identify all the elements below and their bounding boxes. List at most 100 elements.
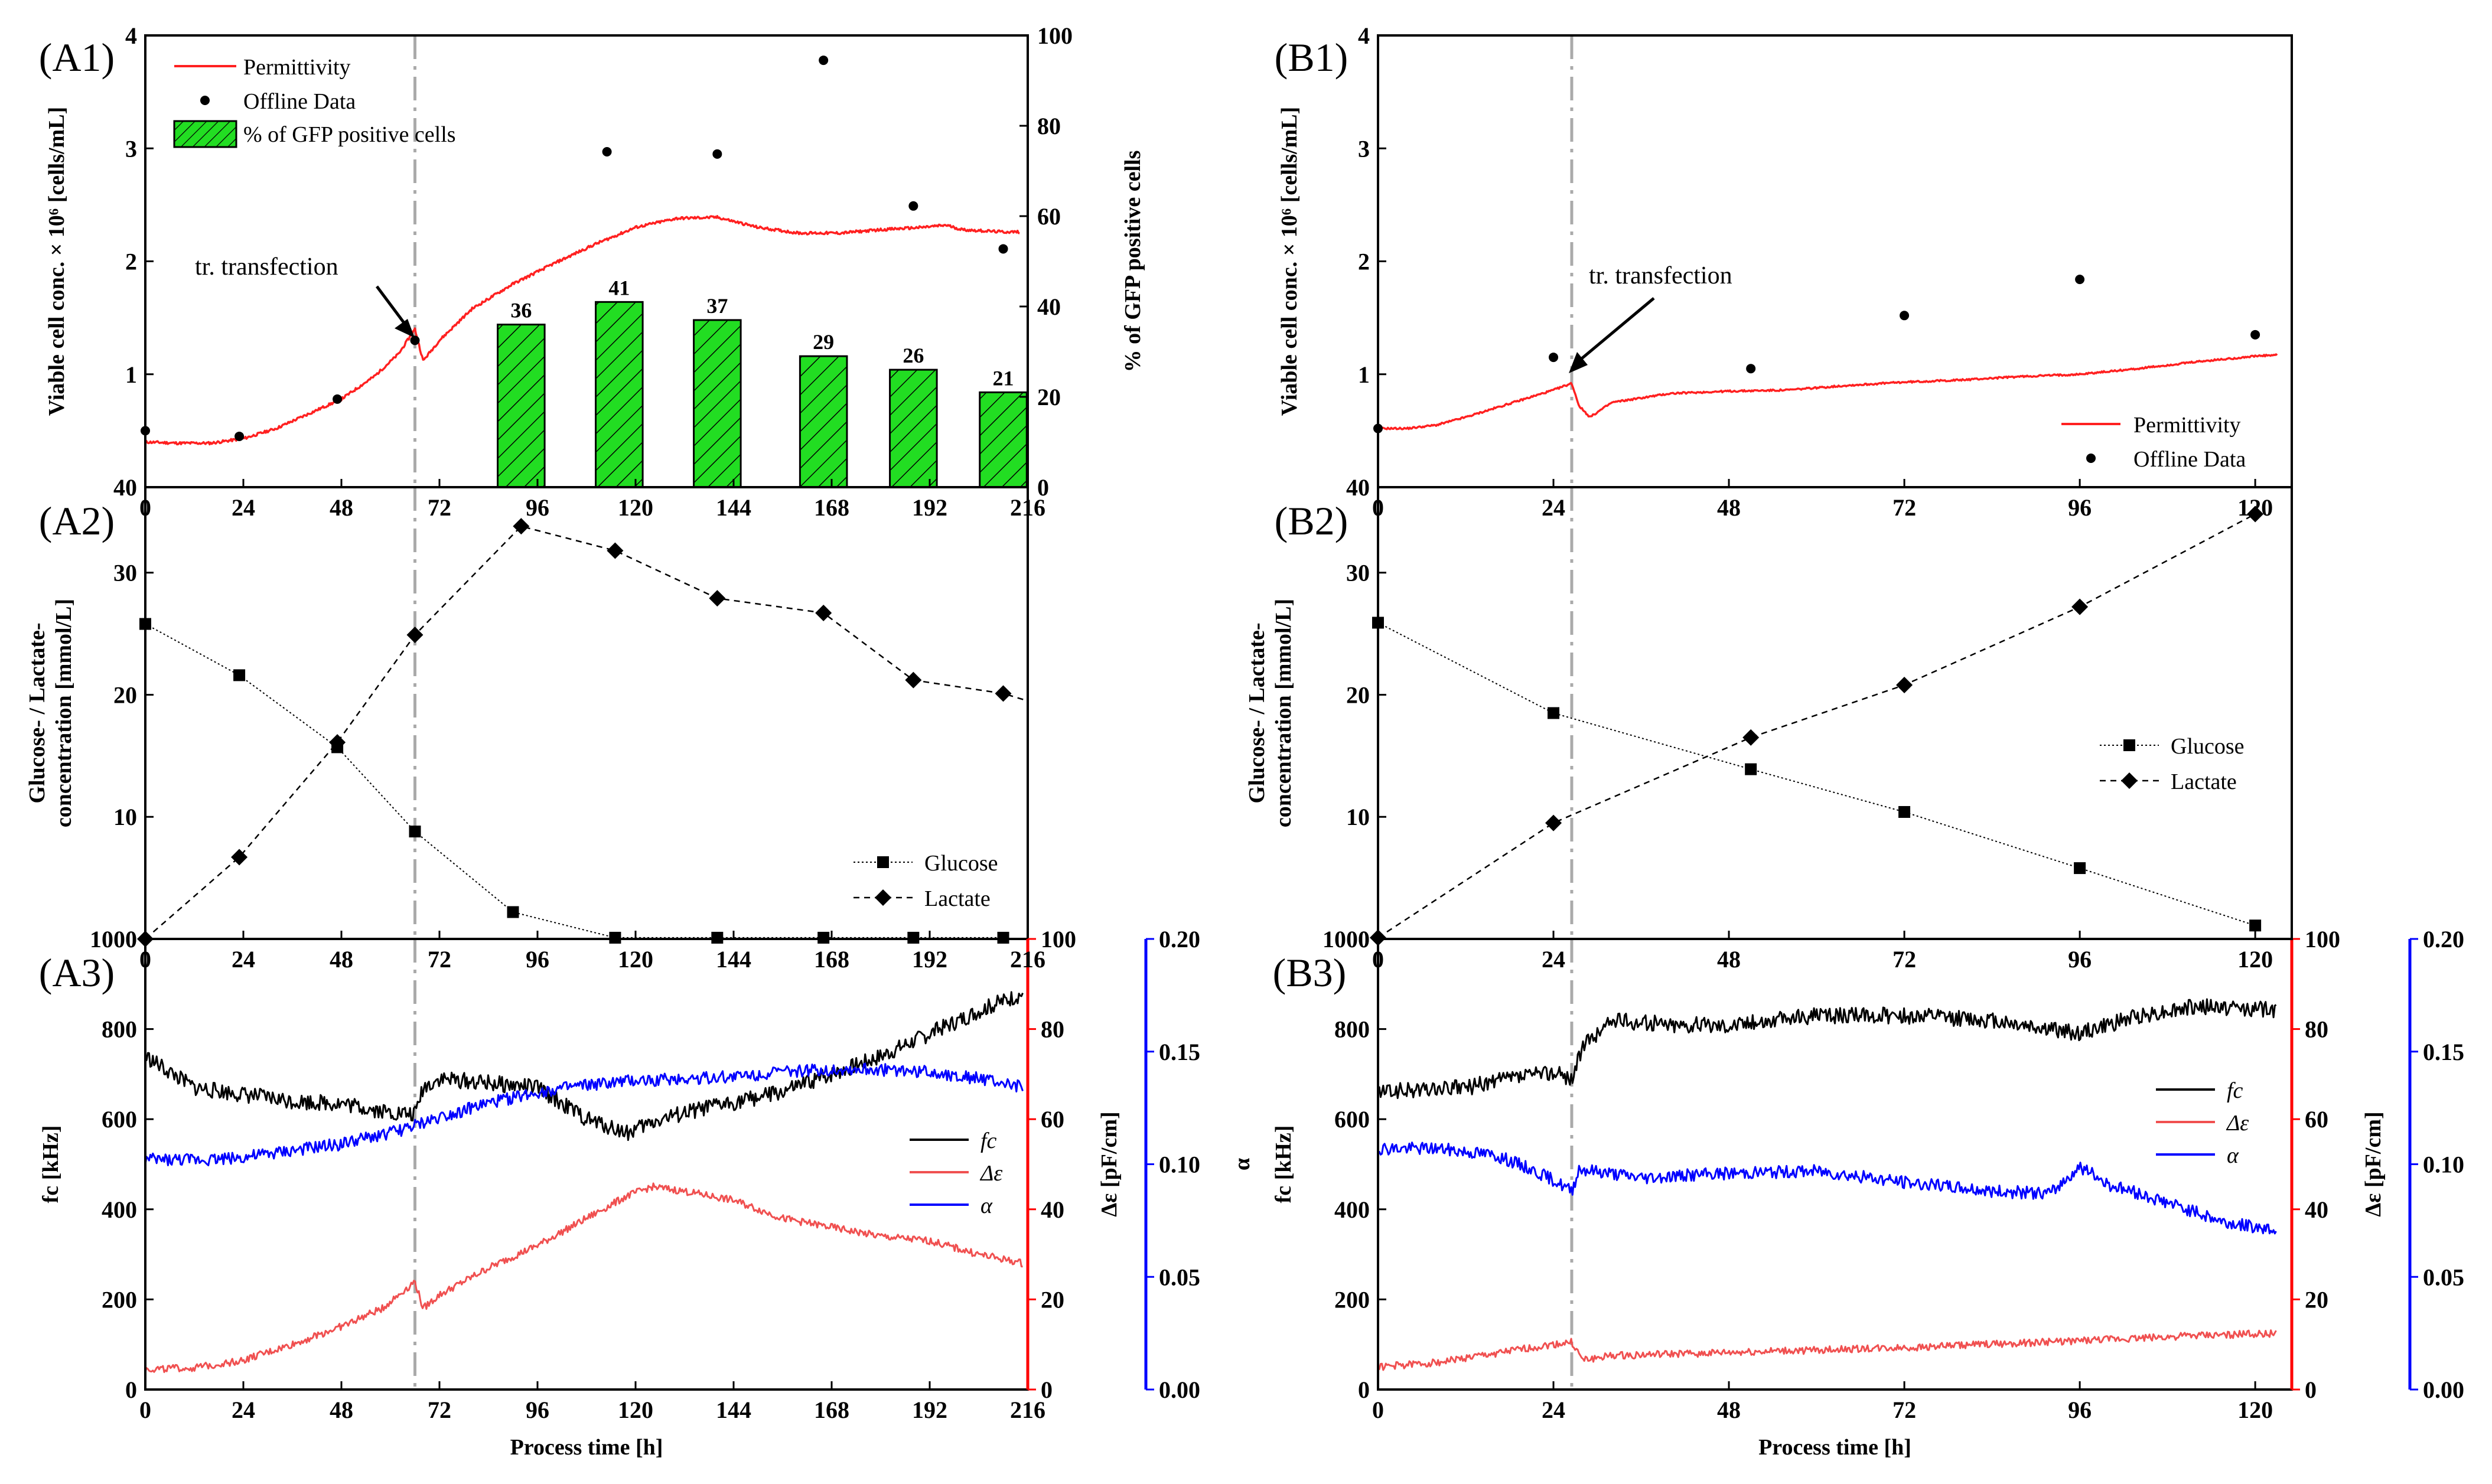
lactate-point xyxy=(2071,598,2089,615)
x-tick-label: 48 xyxy=(330,1397,353,1423)
y3-tick-label: 0.15 xyxy=(2423,1039,2464,1065)
x-tick-label: 72 xyxy=(1892,494,1916,521)
x-tick-label: 48 xyxy=(1717,1397,1741,1423)
y2-tick-label: 100 xyxy=(1037,22,1073,49)
alpha-line xyxy=(1377,1141,2277,1235)
x-tick-label: 24 xyxy=(232,946,255,973)
panel-label: (B2) xyxy=(1275,498,1348,543)
x-tick-label: 48 xyxy=(1717,494,1741,521)
y2-axis-title: Δε [pF/cm] xyxy=(1097,1111,1122,1216)
lactate-point xyxy=(406,627,424,644)
fc-line xyxy=(1377,998,2277,1100)
y2-tick-label: 80 xyxy=(2305,1016,2328,1043)
x-tick-label: 96 xyxy=(526,494,549,521)
gfp-bar-label: 41 xyxy=(608,276,630,299)
annotation-arrow-shaft xyxy=(1577,297,1655,363)
legend-lactate-label: Lactate xyxy=(924,886,991,911)
gfp-bar xyxy=(497,324,546,488)
offline-point xyxy=(410,335,420,345)
x-tick-label: 72 xyxy=(428,946,451,973)
legend-alpha-label: α xyxy=(980,1193,993,1218)
plot-frame xyxy=(1377,938,2293,1391)
x-tick-label: 96 xyxy=(526,946,549,973)
plot-frame xyxy=(1377,486,2293,940)
lactate-point xyxy=(815,604,832,621)
glucose-point xyxy=(711,931,724,944)
x-tick-label: 192 xyxy=(912,1397,947,1423)
offline-point xyxy=(998,244,1008,254)
y2-tick-label: 80 xyxy=(1037,113,1061,139)
y-tick-label: 3 xyxy=(1358,135,1370,162)
glucose-point xyxy=(907,931,920,944)
y-tick-label: 600 xyxy=(102,1106,137,1133)
y-tick-label: 0 xyxy=(1358,1377,1370,1403)
gfp-bar-label: 36 xyxy=(510,299,532,322)
lactate-point xyxy=(1545,814,1562,831)
lactate-point xyxy=(1742,729,1760,746)
y-tick-label: 3 xyxy=(125,135,137,162)
legend-gfp-label: % of GFP positive cells xyxy=(243,122,456,147)
x-tick-label: 144 xyxy=(716,494,751,521)
permittivity-line xyxy=(1377,353,2278,430)
x-tick-label: 72 xyxy=(1892,946,1916,973)
x-tick-label: 216 xyxy=(1010,494,1045,521)
glucose-point xyxy=(1548,707,1560,719)
offline-point xyxy=(234,431,245,441)
legend-fc-label: fc xyxy=(980,1129,997,1153)
y-tick-label: 20 xyxy=(1346,681,1370,708)
y-tick-label: 1000 xyxy=(90,926,137,953)
x-tick-label: 216 xyxy=(1010,1397,1045,1423)
x-tick-label: 120 xyxy=(2237,946,2273,973)
x-tick-label: 96 xyxy=(2068,1397,2092,1423)
x-tick-label: 72 xyxy=(428,1397,451,1423)
y-tick-label: 2 xyxy=(1358,249,1370,275)
y-axis-title: Viable cell conc. × 10⁶ [cells/mL] xyxy=(1277,107,1302,416)
gfp-bar-label: 29 xyxy=(813,330,834,354)
y2-tick-label: 100 xyxy=(2305,926,2340,953)
panel-label: (B1) xyxy=(1275,35,1348,80)
x-tick-label: 120 xyxy=(618,494,653,521)
x-tick-label: 96 xyxy=(2068,946,2092,973)
gfp-bar-label: 37 xyxy=(706,294,728,318)
offline-point xyxy=(2250,330,2260,340)
offline-point xyxy=(1900,311,1910,321)
y-tick-label: 800 xyxy=(1334,1016,1370,1043)
x-tick-label: 0 xyxy=(139,946,151,973)
legend-glucose-marker xyxy=(2123,739,2135,751)
y3-tick-label: 0.10 xyxy=(2423,1152,2464,1178)
legend-gfp-swatch xyxy=(173,120,237,148)
lactate-point xyxy=(2247,505,2264,523)
y3-tick-label: 0.10 xyxy=(1159,1152,1200,1178)
x-tick-label: 120 xyxy=(618,946,653,973)
gfp-bar xyxy=(979,391,1028,488)
gfp-bar xyxy=(799,355,848,488)
plot-frame xyxy=(144,938,1029,1391)
offline-point xyxy=(908,201,918,211)
gfp-bar-label: 26 xyxy=(903,344,924,367)
y-tick-label: 40 xyxy=(113,474,137,501)
transfection-annotation: tr. transfection xyxy=(1589,262,1732,289)
legend-offline-swatch xyxy=(2086,454,2096,463)
legend-lactate-marker xyxy=(2121,772,2138,789)
y2-tick-label: 20 xyxy=(1041,1286,1064,1313)
y-tick-label: 1000 xyxy=(1322,926,1370,953)
y2-tick-label: 60 xyxy=(1037,203,1061,230)
legend-permittivity-label: Permittivity xyxy=(243,55,351,80)
x-axis-title: Process time [h] xyxy=(1758,1435,1911,1460)
gfp-bar xyxy=(889,368,938,488)
y-axis-title: fc [kHz] xyxy=(1271,1126,1296,1203)
x-tick-label: 168 xyxy=(814,1397,849,1423)
lactate-point xyxy=(709,590,726,607)
lactate-point xyxy=(513,518,530,535)
y-tick-label: 0 xyxy=(125,1377,137,1403)
x-tick-label: 168 xyxy=(814,946,849,973)
glucose-line xyxy=(145,623,1004,938)
y3-tick-label: 0.00 xyxy=(1159,1377,1200,1403)
y-tick-label: 2 xyxy=(125,249,137,275)
legend-fc-label: fc xyxy=(2227,1078,2243,1103)
glucose-point xyxy=(817,931,830,944)
lactate-line xyxy=(145,525,1028,940)
glucose-point xyxy=(997,931,1009,944)
legend-de-label: Δε xyxy=(2226,1111,2249,1136)
